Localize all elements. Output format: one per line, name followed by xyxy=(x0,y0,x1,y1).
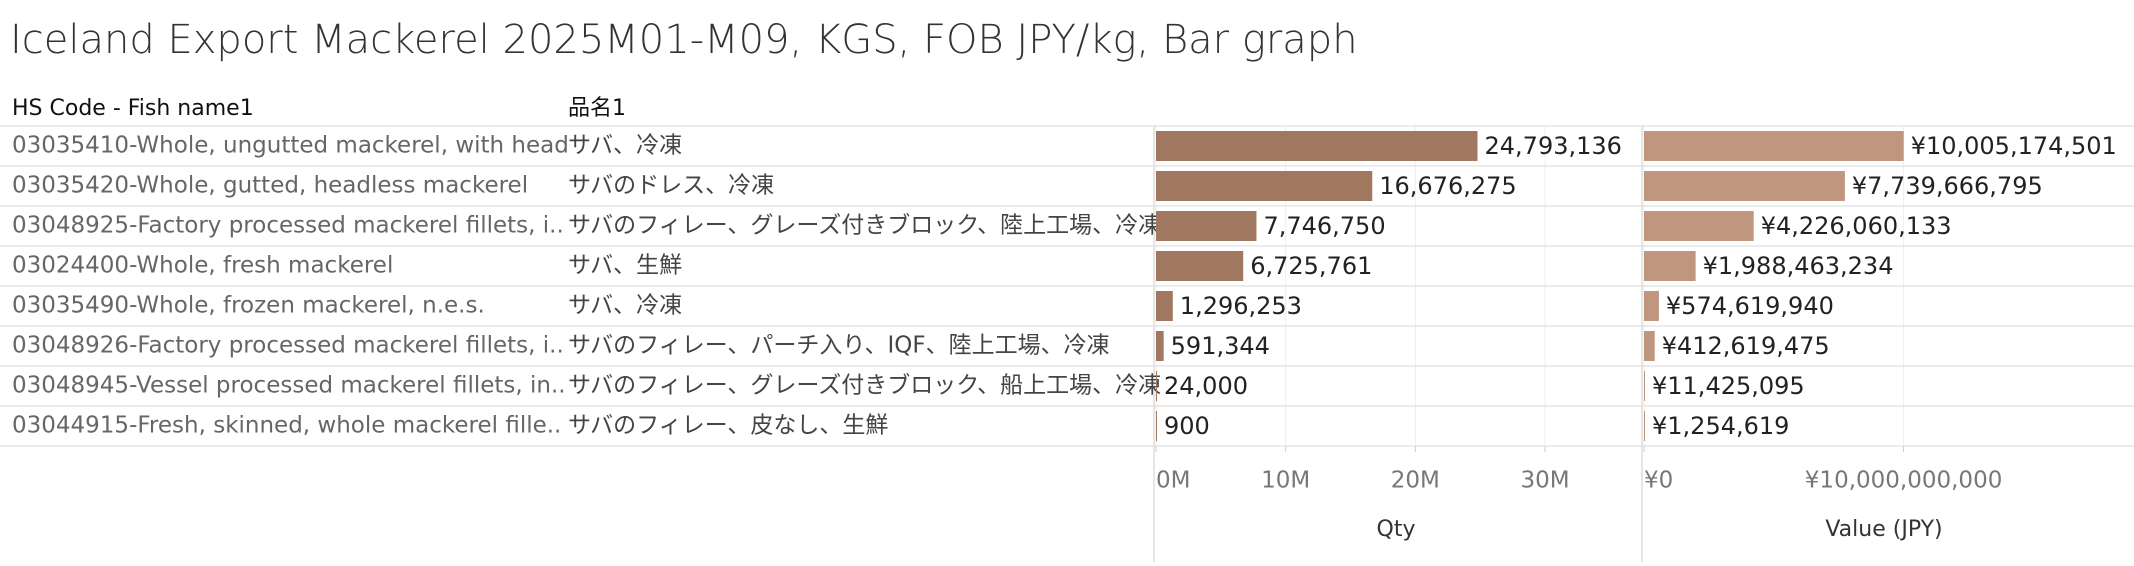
bar xyxy=(1156,371,1157,401)
row-label: 03035410-Whole, ungutted mackerel, with … xyxy=(12,133,569,159)
row-label-ja: サバ、冷凍 xyxy=(568,133,682,159)
bar xyxy=(1644,171,1845,201)
value-label: ¥4,226,060,133 xyxy=(1761,212,1952,240)
x-tick-label: 20M xyxy=(1391,468,1440,494)
x-tick-label: ¥0 xyxy=(1644,468,1673,494)
axis-title: Value (JPY) xyxy=(1825,517,1942,542)
column-header: 品名1 xyxy=(568,96,626,121)
x-tick-label: 10M xyxy=(1261,468,1310,494)
bar xyxy=(1644,411,1645,441)
value-label: ¥412,619,475 xyxy=(1662,332,1830,360)
value-label: 16,676,275 xyxy=(1379,172,1516,200)
x-tick-label: 0M xyxy=(1156,468,1190,494)
row-label-ja: サバのフィレー、グレーズ付きブロック、船上工場、冷凍 xyxy=(568,373,1161,399)
bar xyxy=(1644,251,1696,281)
bar xyxy=(1156,331,1164,361)
bar xyxy=(1156,131,1478,161)
row-label-ja: サバのドレス、冷凍 xyxy=(568,173,774,199)
bar xyxy=(1156,411,1157,441)
row-label-ja: サバのフィレー、パーチ入り、IQF、陸上工場、冷凍 xyxy=(568,333,1110,359)
row-label: 03035420-Whole, gutted, headless mackere… xyxy=(12,173,528,199)
value-label: ¥11,425,095 xyxy=(1652,372,1805,400)
row-label: 03035490-Whole, frozen mackerel, n.e.s. xyxy=(12,293,485,319)
value-label: ¥7,739,666,795 xyxy=(1852,172,2043,200)
value-label: ¥1,988,463,234 xyxy=(1703,252,1894,280)
x-tick-label: 30M xyxy=(1520,468,1569,494)
value-label: ¥574,619,940 xyxy=(1666,292,1834,320)
bar xyxy=(1156,251,1244,281)
value-label: 24,793,136 xyxy=(1485,132,1622,160)
value-label: 24,000 xyxy=(1164,372,1248,400)
chart-title: Iceland Export Mackerel 2025M01-M09, KGS… xyxy=(10,17,1358,63)
bar xyxy=(1644,211,1754,241)
value-label: 1,296,253 xyxy=(1180,292,1302,320)
row-label: 03044915-Fresh, skinned, whole mackerel … xyxy=(12,413,561,439)
bar xyxy=(1644,371,1645,401)
axis-title: Qty xyxy=(1377,517,1416,542)
column-header: HS Code - Fish name1 xyxy=(12,96,254,121)
bar xyxy=(1156,211,1257,241)
bar xyxy=(1644,331,1655,361)
bar xyxy=(1156,171,1373,201)
row-label: 03048945-Vessel processed mackerel fille… xyxy=(12,373,566,399)
row-label-ja: サバ、生鮮 xyxy=(568,253,682,279)
value-label: 6,725,761 xyxy=(1250,252,1372,280)
row-label: 03024400-Whole, fresh mackerel xyxy=(12,253,393,279)
row-label-ja: サバのフィレー、皮なし、生鮮 xyxy=(568,413,888,439)
value-label: 7,746,750 xyxy=(1263,212,1385,240)
value-label: ¥10,005,174,501 xyxy=(1911,132,2117,160)
value-label: ¥1,254,619 xyxy=(1652,412,1789,440)
bar xyxy=(1644,131,1904,161)
bar xyxy=(1644,291,1659,321)
row-label-ja: サバ、冷凍 xyxy=(568,293,682,319)
row-label-ja: サバのフィレー、グレーズ付きブロック、陸上工場、冷凍 xyxy=(568,213,1161,239)
value-label: 591,344 xyxy=(1171,332,1270,360)
bar xyxy=(1156,291,1173,321)
row-label: 03048925-Factory processed mackerel fill… xyxy=(12,213,564,239)
x-tick-label: ¥10,000,000,000 xyxy=(1805,468,2003,494)
row-label: 03048926-Factory processed mackerel fill… xyxy=(12,333,564,359)
value-label: 900 xyxy=(1164,412,1210,440)
